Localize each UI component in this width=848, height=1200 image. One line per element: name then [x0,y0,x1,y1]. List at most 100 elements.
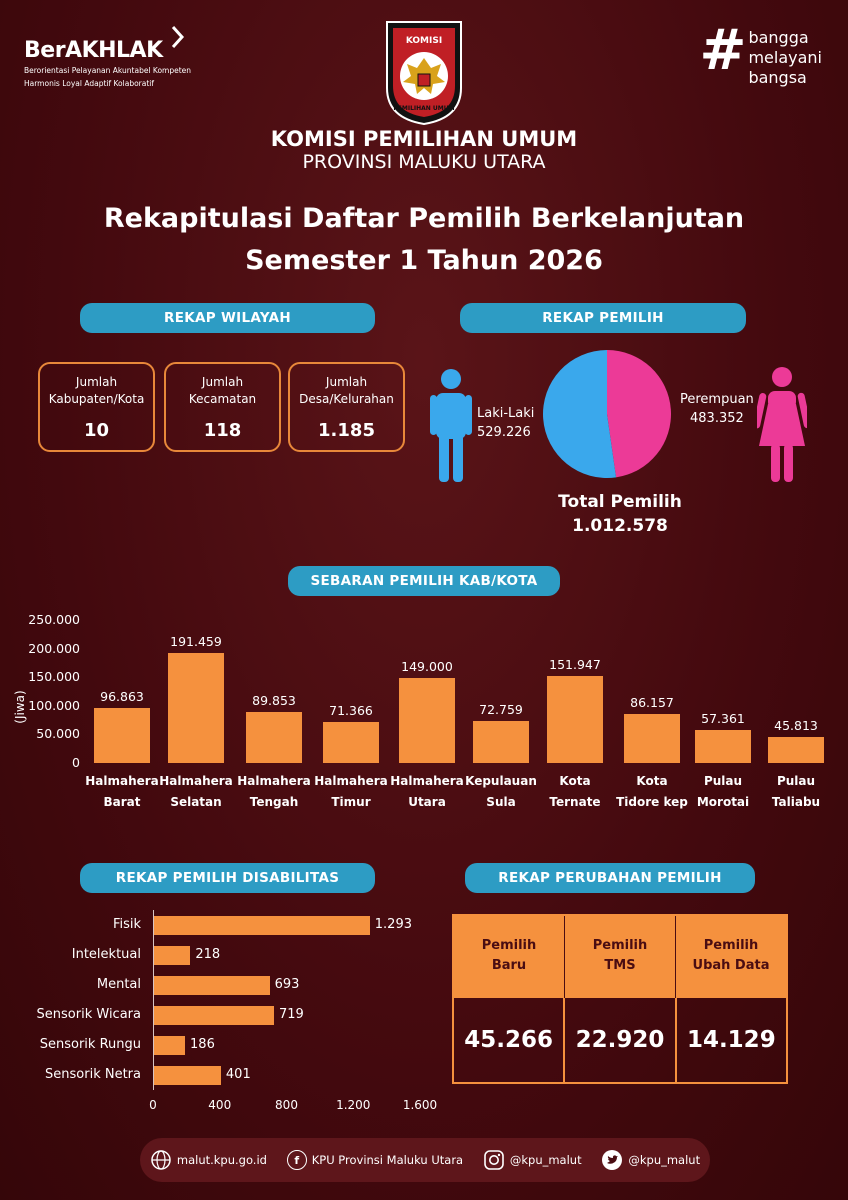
twitter-icon [602,1150,623,1170]
perubahan-header-baru: Pemilih Baru [454,916,565,998]
perubahan-heading: REKAP PERUBAHAN PEMILIH [465,863,755,893]
y-tick-label: 150.000 [28,669,80,685]
facebook-link[interactable]: KPU Provinsi Maluku Utara [311,1153,464,1167]
perubahan-value-tms: 22.920 [565,998,677,1082]
disabilitas-heading: REKAP PEMILIH DISABILITAS [80,863,375,893]
website-link[interactable]: malut.kpu.go.id [176,1153,267,1167]
gender-pie [543,350,672,478]
bar-value-label: 151.947 [549,657,601,673]
category-label: Halmahera Selatan [159,774,233,809]
footer-twitter[interactable]: @kpu_malut [601,1149,700,1171]
male-value: 529.226 [477,425,531,440]
wilayah-box-kecamatan: Jumlah Kecamatan 118 [164,362,281,452]
bar [695,730,751,763]
bar [323,722,379,763]
bar [624,713,680,763]
y-tick-label: 250.000 [28,612,80,627]
berakhlak-chevron-icon [171,25,185,49]
category-label: Halmahera Barat [85,774,159,809]
twitter-link[interactable]: @kpu_malut [628,1153,701,1167]
berakhlak-tagline-2: Harmonis Loyal Adaptif Kolaboratif [24,79,155,88]
bar [399,677,455,763]
wilayah-value: 118 [203,420,242,441]
instagram-icon [484,1150,504,1170]
sebaran-chart: (Jiwa) 0 50.000 100.000 150.000 200.000 250.0… [0,600,848,830]
category-label: Halmahera Timur [314,774,388,809]
bar [547,676,603,763]
main-title-line-2: Semester 1 Tahun 2026 [245,245,603,276]
wilayah-box-kabupaten: Jumlah Kabupaten/Kota 10 [38,362,155,452]
disability-value-label: 186 [190,1037,215,1052]
wilayah-label: Desa/Kelurahan [299,392,394,406]
bar-value-label: 86.157 [630,694,674,710]
x-tick-label: 1.600 [402,1098,438,1112]
category-label: Kota Tidore kep [616,774,688,809]
disability-value-label: 719 [278,1007,304,1022]
wilayah-box-desa: Jumlah Desa/Kelurahan 1.185 [288,362,405,452]
org-subtitle: PROVINSI MALUKU UTARA [302,151,546,173]
disability-bar [154,976,270,995]
female-icon [757,367,807,482]
total-value: 1.012.578 [572,516,668,536]
bar-value-label: 96.863 [100,688,144,704]
male-icon [430,369,472,482]
male-label-group: Laki-Laki 529.226 [477,404,534,442]
male-label: Laki-Laki [477,406,535,421]
y-tick-label: 50.000 [36,726,80,742]
footer-website[interactable]: malut.kpu.go.id [150,1149,267,1171]
rekap-wilayah-heading: REKAP WILAYAH [80,303,375,333]
facebook-icon: f [286,1150,307,1170]
pie-slice-male [543,350,617,478]
footer-bar: malut.kpu.go.id f KPU Provinsi Maluku Ut… [140,1138,710,1182]
disability-category-label: Sensorik Rungu [39,1037,141,1052]
total-label: Total Pemilih [558,492,682,512]
bar-value-label: 89.853 [252,692,296,708]
rekap-pemilih-heading: REKAP PEMILIH [460,303,746,333]
bar [246,711,302,763]
main-title: Rekapitulasi Daftar Pemilih Berkelanjuta… [0,198,848,282]
bar-value-label: 57.361 [701,711,745,727]
y-axis-line [153,910,154,1090]
disability-bar [154,1066,221,1085]
logo-text-bottom: PEMILIHAN UMUM [393,105,454,112]
instagram-link[interactable]: @kpu_malut [509,1153,582,1167]
female-label-group: Perempuan 483.352 [680,390,754,428]
disability-bar [154,1006,274,1025]
footer-instagram[interactable]: @kpu_malut [483,1149,582,1171]
bar-value-label: 45.813 [774,717,818,733]
category-label: Kota Ternate [549,774,601,809]
disability-value-label: 693 [274,977,300,992]
berakhlak-tagline-1: Berorientasi Pelayanan Akuntabel Kompete… [24,66,192,75]
disabilitas-chart: Fisik 1.293 Intelektual 218 Mental 693 Sensori… [0,900,450,1120]
sebaran-heading: SEBARAN PEMILIH KAB/KOTA [288,566,560,596]
bar [473,721,529,763]
perubahan-header-ubah: Pemilih Ubah Data [692,938,770,973]
bar-value-label: 149.000 [401,658,453,674]
org-title: KOMISI PEMILIHAN UMUM [270,127,578,151]
category-label: Kepulauan Sula [465,774,537,809]
wilayah-label: Jumlah [201,375,244,389]
category-label: Halmahera Tengah [237,774,311,809]
category-label: Halmahera Utara [390,774,464,809]
female-value: 483.352 [690,411,744,426]
perubahan-value-baru: 45.266 [454,998,566,1082]
hashtag-icon: # [699,18,747,83]
wilayah-label: Kecamatan [188,392,257,406]
wilayah-label: Jumlah [325,375,368,389]
x-tick-label: 1.200 [336,1098,371,1112]
globe-icon [151,1150,171,1170]
disability-bar [154,916,370,935]
disability-value-label: 401 [225,1067,251,1082]
disability-value-label: 1.293 [374,917,412,932]
bar-value-label: 72.759 [479,702,523,718]
bangga-melayani-bangsa: # bangga melayani bangsa [699,18,822,88]
bangga-word-2: melayani [748,48,822,67]
bangga-word-1: bangga [748,28,809,47]
category-label: Pulau Taliabu [771,774,821,809]
disability-value-label: 218 [195,947,221,962]
total-pemilih: Total Pemilih 1.012.578 [520,490,720,538]
disability-category-label: Sensorik Wicara [36,1007,141,1022]
berakhlak-brand: BerAKHLAK [24,38,163,63]
footer-facebook[interactable]: f KPU Provinsi Maluku Utara [286,1150,464,1170]
bar [94,707,150,763]
